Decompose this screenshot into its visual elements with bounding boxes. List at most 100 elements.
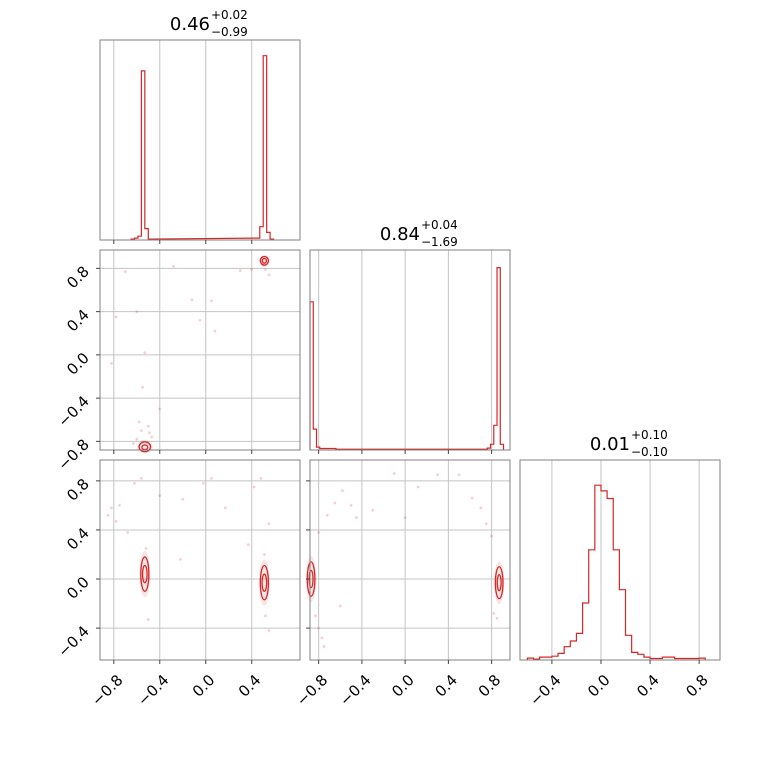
contour-level-4 xyxy=(261,573,268,592)
y-tick-label: −0.4 xyxy=(54,622,92,660)
scatter-point-12 xyxy=(457,473,461,477)
panel-frame xyxy=(309,249,511,451)
histogram-bin-3-17 xyxy=(626,635,632,660)
histogram-bin-1-10 xyxy=(267,232,270,240)
scatter-point-1 xyxy=(106,513,110,517)
contour-level-2 xyxy=(261,257,268,264)
histogram-bin-3-13 xyxy=(601,491,607,660)
scatter-panel-1-2: −0.8 −0.4 0.0 0.4 0.8 xyxy=(54,249,301,474)
histogram-bin-1-9 xyxy=(263,56,266,240)
scatter-point-20 xyxy=(322,645,326,648)
scatter-point-9 xyxy=(181,497,185,501)
scatter-point-21 xyxy=(338,604,342,608)
scatter-point-17 xyxy=(179,557,182,561)
x-tick-label: −0.4 xyxy=(134,671,172,709)
scatter-point-13 xyxy=(470,496,474,500)
scatter-point-14 xyxy=(479,506,483,510)
histogram-bin-3-12 xyxy=(595,485,601,660)
scatter-point-22 xyxy=(131,442,135,445)
histogram-bin-3-7 xyxy=(564,647,570,660)
y-tick-label: 0.0 xyxy=(63,573,93,603)
histogram-bin-2-2 xyxy=(313,429,316,450)
contour-level-3 xyxy=(138,441,152,453)
scatter-point-6 xyxy=(143,351,147,355)
x-tick-label: 0.8 xyxy=(682,671,712,701)
scatter-point-18 xyxy=(317,626,321,630)
scatter-point-15 xyxy=(484,522,488,526)
scatter-point-12 xyxy=(223,506,227,510)
scatter-point-23 xyxy=(139,429,143,432)
scatter-point-7 xyxy=(146,424,150,428)
histogram-panel-1: 0.46 +0.02 −0.99 xyxy=(99,8,301,244)
panel-title-value: 0.46 xyxy=(170,14,210,35)
scatter-point-17 xyxy=(250,268,254,271)
histogram-bin-2-7 xyxy=(491,444,494,450)
scatter-point-18 xyxy=(144,546,148,550)
y-tick-label: −0.4 xyxy=(54,392,92,430)
contour-level-2 xyxy=(141,564,148,584)
scatter-point-2 xyxy=(110,506,113,510)
contour-level-1 xyxy=(140,556,150,592)
histogram-step-line xyxy=(130,55,275,240)
scatter-point-6 xyxy=(355,516,358,520)
histogram-step-line xyxy=(526,484,706,660)
histogram-step-line xyxy=(309,267,505,450)
scatter-point-5 xyxy=(126,530,129,534)
x-tick-label: −0.4 xyxy=(336,671,374,709)
histogram-bin-1-5 xyxy=(145,229,148,240)
panel-title-plus-error: +0.04 xyxy=(421,218,458,232)
panel-frame xyxy=(99,459,301,661)
scatter-point-16 xyxy=(490,534,494,538)
scatter-point-2 xyxy=(325,513,329,517)
scatter-panel-2-3: −0.8 −0.4 0.0 0.4 0.8 xyxy=(293,459,511,710)
x-tick-label: 0.0 xyxy=(388,671,418,701)
panel-frame xyxy=(99,249,301,451)
contour-level-4 xyxy=(496,574,502,592)
scatter-point-22 xyxy=(492,611,496,615)
histogram-bin-3-14 xyxy=(607,499,613,661)
scatter-point-16 xyxy=(267,522,271,526)
scatter-point-8 xyxy=(158,494,162,497)
scatter-point-15 xyxy=(259,477,263,480)
scatter-point-17 xyxy=(314,614,317,618)
scatter-point-4 xyxy=(341,489,344,493)
histogram-bin-3-8 xyxy=(570,641,576,660)
histogram-bin-3-19 xyxy=(638,654,644,660)
contour-level-3 xyxy=(259,564,270,601)
scatter-point-11 xyxy=(210,477,213,480)
y-tick-label: 0.8 xyxy=(63,262,93,292)
scatter-point-20 xyxy=(267,273,271,277)
scatter-point-15 xyxy=(213,329,217,333)
scatter-point-24 xyxy=(137,420,141,424)
scatter-point-3 xyxy=(333,501,337,505)
histogram-bin-1-4 xyxy=(141,71,144,240)
scatter-point-19 xyxy=(320,636,324,640)
y-tick-label: −0.8 xyxy=(54,435,92,473)
panel-frame xyxy=(309,459,511,661)
scatter-point-13 xyxy=(246,543,250,547)
contour-level-3 xyxy=(494,566,504,600)
panel-title-value: 0.01 xyxy=(590,434,630,455)
histogram-bin-3-6 xyxy=(558,653,564,660)
y-tick-label: 0.8 xyxy=(63,475,93,505)
scatter-point-9 xyxy=(150,435,154,439)
x-tick-label: −0.4 xyxy=(526,671,564,709)
scatter-point-19 xyxy=(264,268,267,271)
scatter-point-23 xyxy=(495,616,499,620)
scatter-point-2 xyxy=(114,315,118,319)
scatter-point-22 xyxy=(267,629,271,632)
scatter-point-11 xyxy=(436,473,439,477)
y-tick-label: 0.0 xyxy=(63,349,93,379)
y-tick-label: 0.4 xyxy=(63,306,93,336)
x-tick-label: −0.8 xyxy=(293,671,331,709)
scatter-point-12 xyxy=(190,298,194,302)
scatter-point-10 xyxy=(416,485,420,489)
x-tick-label: 0.4 xyxy=(235,671,265,701)
panel-title-minus-error: −0.10 xyxy=(631,445,668,459)
x-tick-label: −0.8 xyxy=(88,671,126,709)
histogram-bin-1-3 xyxy=(138,236,141,240)
histogram-bin-3-9 xyxy=(576,633,582,660)
scatter-point-14 xyxy=(210,299,213,303)
scatter-point-21 xyxy=(264,614,267,618)
